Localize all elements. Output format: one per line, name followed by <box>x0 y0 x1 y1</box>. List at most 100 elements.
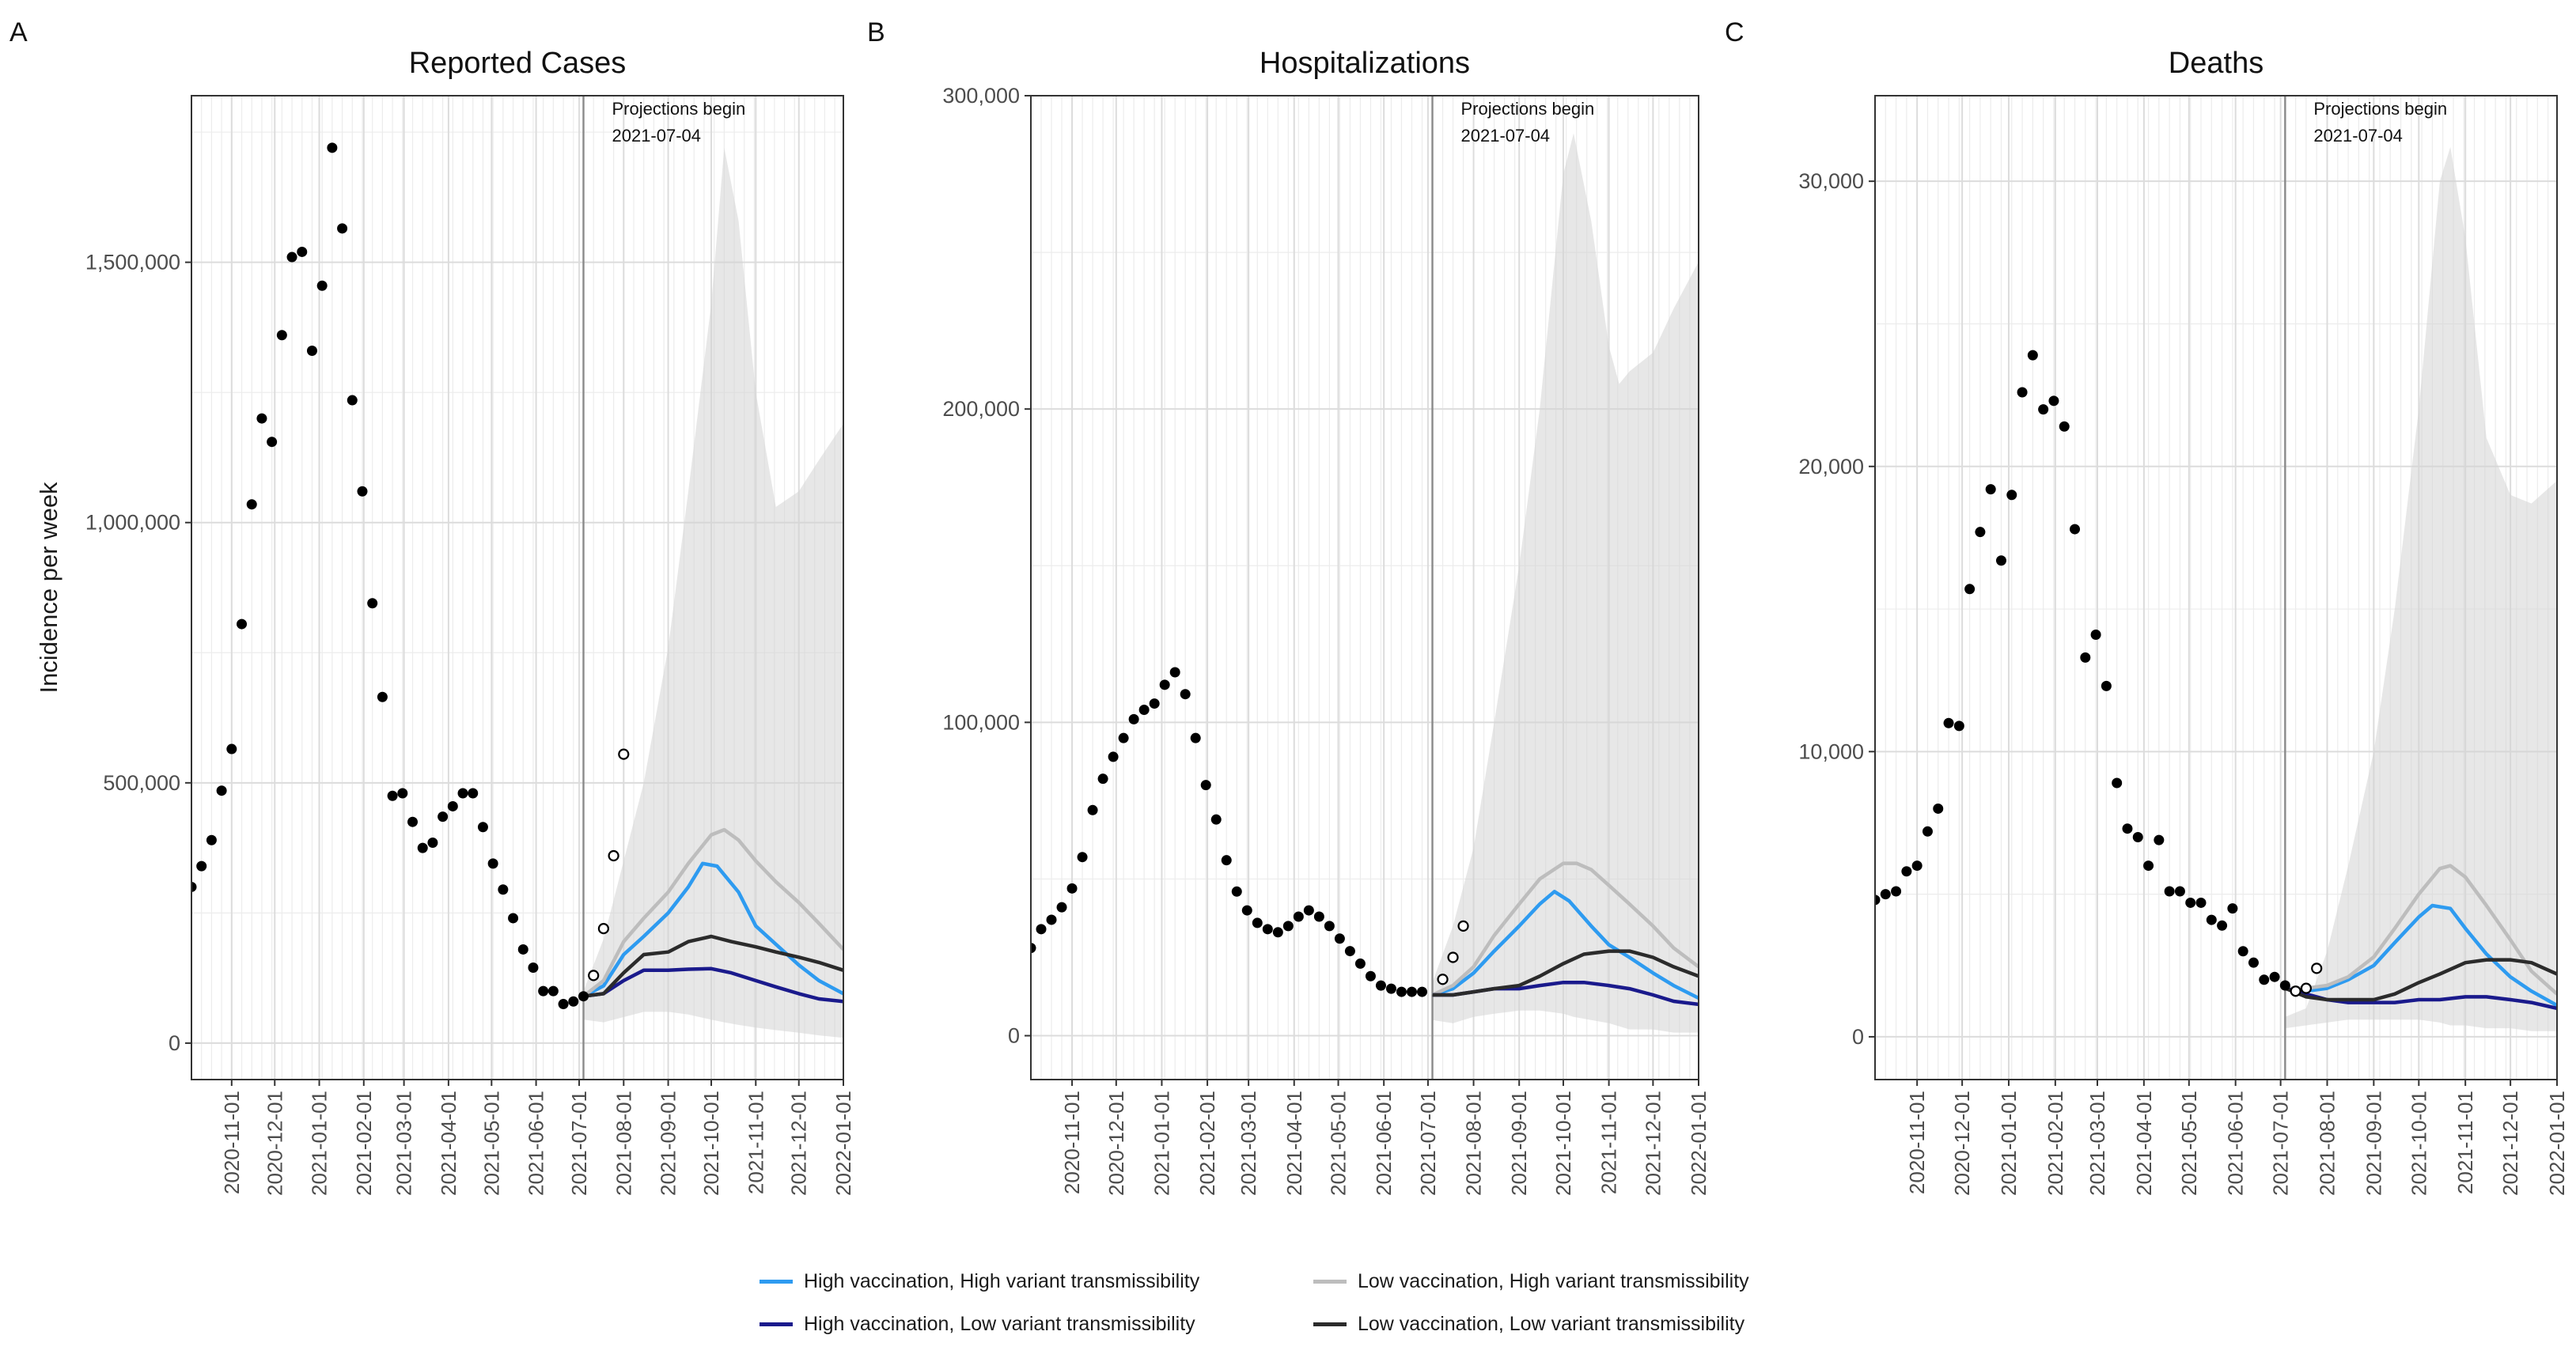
observed-point <box>2217 920 2228 931</box>
legend-swatch-line <box>760 1322 793 1326</box>
x-tick-label: 2021-09-01 <box>2362 1091 2385 1196</box>
x-tick-label: 2021-04-01 <box>1282 1091 1306 1196</box>
x-tick-label: 2021-10-01 <box>699 1091 723 1196</box>
panel-letter: B <box>867 17 885 47</box>
observed-point <box>1272 927 1283 938</box>
observed-point <box>397 788 408 799</box>
observed-point <box>1901 866 1912 877</box>
x-tick-label: 2021-03-01 <box>1237 1091 1260 1196</box>
series-line <box>1431 861 1699 997</box>
y-tick-label: 0 <box>1852 1025 1864 1049</box>
uncertainty-band <box>583 147 843 1038</box>
x-tick-label: 2021-04-01 <box>437 1091 460 1196</box>
y-tick-label: 20,000 <box>1798 455 1864 478</box>
observed-point <box>1406 986 1417 997</box>
observed-point <box>2017 387 2028 398</box>
observed-point <box>517 944 528 955</box>
observed-point <box>1118 732 1129 743</box>
observed-point <box>267 437 278 448</box>
observed-point <box>1344 946 1355 957</box>
observed-point <box>216 785 227 796</box>
observed-point-open <box>608 849 619 862</box>
x-tick-label: 2021-11-01 <box>1597 1091 1621 1194</box>
x-tick-label: 2021-01-01 <box>1150 1091 1173 1196</box>
x-tick-label: 2022-01-01 <box>1687 1091 1710 1196</box>
panel-title: Reported Cases <box>409 47 627 80</box>
observed-point <box>1922 826 1933 837</box>
observed-point <box>1241 905 1252 916</box>
series-line <box>1431 890 1699 1000</box>
observed-point <box>498 884 509 895</box>
y-tick-label: 200,000 <box>942 397 1020 421</box>
panel-c: Projections begin 2021-07-04 0 10,000 20,000… <box>1725 17 2569 1196</box>
observed-point <box>2227 903 2238 914</box>
observed-point <box>1190 732 1201 743</box>
legend-item: High vaccination, High variant transmiss… <box>760 1267 1199 1295</box>
observed-point-open <box>618 748 630 760</box>
x-tick-label: 2021-02-01 <box>1195 1091 1219 1196</box>
observed-point <box>1159 679 1170 690</box>
panel-letter: A <box>9 17 28 47</box>
observed-point <box>2027 350 2038 361</box>
observed-point <box>417 842 428 853</box>
observed-point <box>568 996 579 1007</box>
observed-point <box>1324 921 1335 932</box>
y-tick-label: 0 <box>1008 1024 1020 1048</box>
observed-point <box>1108 751 1119 762</box>
plot-layer <box>1031 96 1699 1080</box>
panel-a: Projections begin 2021-07-04 0 500,000 1,000… <box>9 17 855 1196</box>
legend-item: High vaccination, Low variant transmissi… <box>760 1310 1195 1338</box>
observed-point <box>387 790 398 801</box>
observed-point <box>508 913 519 924</box>
observed-point <box>1066 883 1078 894</box>
observed-point <box>2122 823 2133 834</box>
observed-point <box>1169 667 1180 678</box>
observed-point <box>538 985 549 997</box>
observed-point <box>1385 983 1396 994</box>
observed-point <box>1200 780 1211 791</box>
observed-point <box>447 800 458 811</box>
observed-point <box>367 598 378 609</box>
y-axis-title: Incidence per week <box>35 482 63 694</box>
series-line <box>583 934 843 998</box>
x-tick-label: 2021-02-01 <box>2044 1091 2067 1196</box>
observed-point <box>2070 524 2081 535</box>
observed-point <box>1231 886 1242 897</box>
x-tick-label: 2021-03-01 <box>2085 1091 2109 1196</box>
observed-point <box>407 816 419 827</box>
annotation-text: Projections begin <box>2313 99 2447 119</box>
observed-point <box>337 223 348 234</box>
observed-point <box>1221 855 1232 866</box>
series-line <box>2284 958 2557 1002</box>
annotation-text: Projections begin <box>1461 99 1595 119</box>
x-tick-label: 2020-12-01 <box>1104 1091 1128 1196</box>
x-tick-label: 2021-05-01 <box>1327 1091 1351 1196</box>
observed-point <box>226 743 237 755</box>
x-tick-label: 2020-11-01 <box>1905 1091 1929 1194</box>
observed-point <box>1056 902 1067 913</box>
panel-title: Deaths <box>2169 47 2263 80</box>
x-tick-label: 2021-04-01 <box>2132 1091 2156 1196</box>
observed-point <box>1128 713 1139 724</box>
y-tick-label: 10,000 <box>1798 739 1864 763</box>
plot-layer <box>1875 96 2557 1080</box>
legend-label: Low vaccination, Low variant transmissib… <box>1358 1312 1745 1335</box>
observed-point-open <box>1447 951 1459 963</box>
panel-border <box>1874 95 2558 1080</box>
observed-point <box>1303 905 1314 916</box>
observed-point <box>206 834 217 845</box>
y-tick-label: 100,000 <box>942 710 1020 734</box>
observed-point <box>438 811 449 823</box>
observed-point <box>286 252 297 263</box>
observed-point <box>1252 917 1263 929</box>
x-tick-label: 2021-08-01 <box>1462 1091 1486 1196</box>
observed-point <box>558 999 569 1010</box>
observed-point <box>1417 986 1428 997</box>
x-tick-label: 2021-12-01 <box>787 1091 811 1196</box>
series-line <box>2285 864 2557 996</box>
observed-point <box>1953 720 1964 732</box>
x-tick-label: 2021-08-01 <box>2316 1091 2339 1196</box>
x-tick-label: 2021-05-01 <box>479 1091 503 1196</box>
annotation-text: 2021-07-04 <box>2313 126 2403 146</box>
